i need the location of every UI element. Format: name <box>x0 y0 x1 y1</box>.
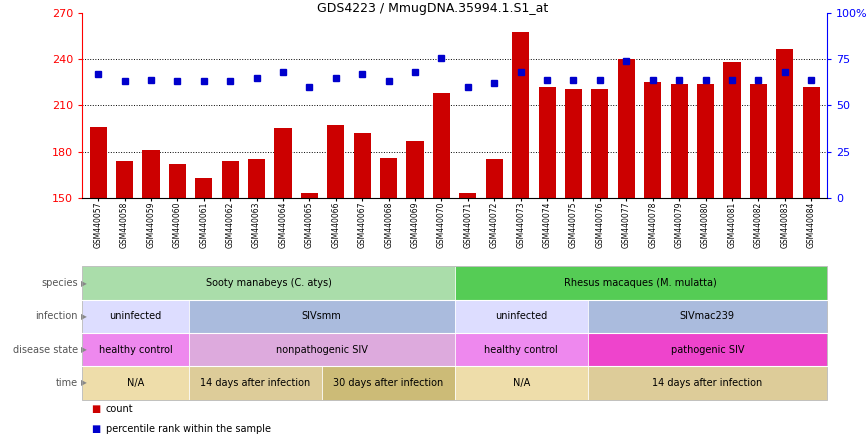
Bar <box>723 63 740 198</box>
Text: species: species <box>42 278 78 288</box>
Bar <box>301 193 318 198</box>
Bar <box>89 127 107 198</box>
Text: nonpathogenic SIV: nonpathogenic SIV <box>275 345 367 355</box>
Text: disease state: disease state <box>13 345 78 355</box>
Text: healthy control: healthy control <box>484 345 558 355</box>
Text: 14 days after infection: 14 days after infection <box>200 378 310 388</box>
Text: time: time <box>55 378 78 388</box>
Text: count: count <box>106 404 133 414</box>
Text: uninfected: uninfected <box>109 311 162 321</box>
Bar <box>169 164 186 198</box>
Bar <box>697 84 714 198</box>
Bar <box>565 88 582 198</box>
Text: N/A: N/A <box>513 378 530 388</box>
Bar <box>380 158 397 198</box>
Bar <box>327 125 345 198</box>
Bar <box>750 84 767 198</box>
Bar <box>222 161 239 198</box>
Text: SIVmac239: SIVmac239 <box>680 311 735 321</box>
Bar <box>248 159 265 198</box>
Bar <box>195 178 212 198</box>
Bar <box>776 49 793 198</box>
Bar <box>803 87 820 198</box>
Text: ▶: ▶ <box>81 378 87 388</box>
Text: ▶: ▶ <box>81 345 87 354</box>
Bar <box>433 93 450 198</box>
Text: Rhesus macaques (M. mulatta): Rhesus macaques (M. mulatta) <box>565 278 717 288</box>
Bar <box>539 87 556 198</box>
Bar <box>116 161 133 198</box>
Text: healthy control: healthy control <box>99 345 172 355</box>
Text: pathogenic SIV: pathogenic SIV <box>670 345 744 355</box>
Text: N/A: N/A <box>126 378 144 388</box>
Bar <box>406 141 423 198</box>
Text: infection: infection <box>36 311 78 321</box>
Text: ▶: ▶ <box>81 312 87 321</box>
Bar <box>512 32 529 198</box>
Bar <box>591 88 609 198</box>
Bar <box>617 59 635 198</box>
Bar <box>353 133 371 198</box>
Text: ■: ■ <box>91 404 100 414</box>
Bar <box>486 159 503 198</box>
Text: ▶: ▶ <box>81 278 87 288</box>
Text: SIVsmm: SIVsmm <box>301 311 341 321</box>
Text: uninfected: uninfected <box>495 311 547 321</box>
Text: GDS4223 / MmugDNA.35994.1.S1_at: GDS4223 / MmugDNA.35994.1.S1_at <box>317 2 549 15</box>
Text: percentile rank within the sample: percentile rank within the sample <box>106 424 271 434</box>
Bar <box>670 84 688 198</box>
Text: 30 days after infection: 30 days after infection <box>333 378 443 388</box>
Bar <box>142 150 159 198</box>
Bar <box>275 128 292 198</box>
Bar <box>459 193 476 198</box>
Text: ■: ■ <box>91 424 100 434</box>
Bar <box>644 83 662 198</box>
Text: 14 days after infection: 14 days after infection <box>652 378 762 388</box>
Text: Sooty manabeys (C. atys): Sooty manabeys (C. atys) <box>205 278 332 288</box>
